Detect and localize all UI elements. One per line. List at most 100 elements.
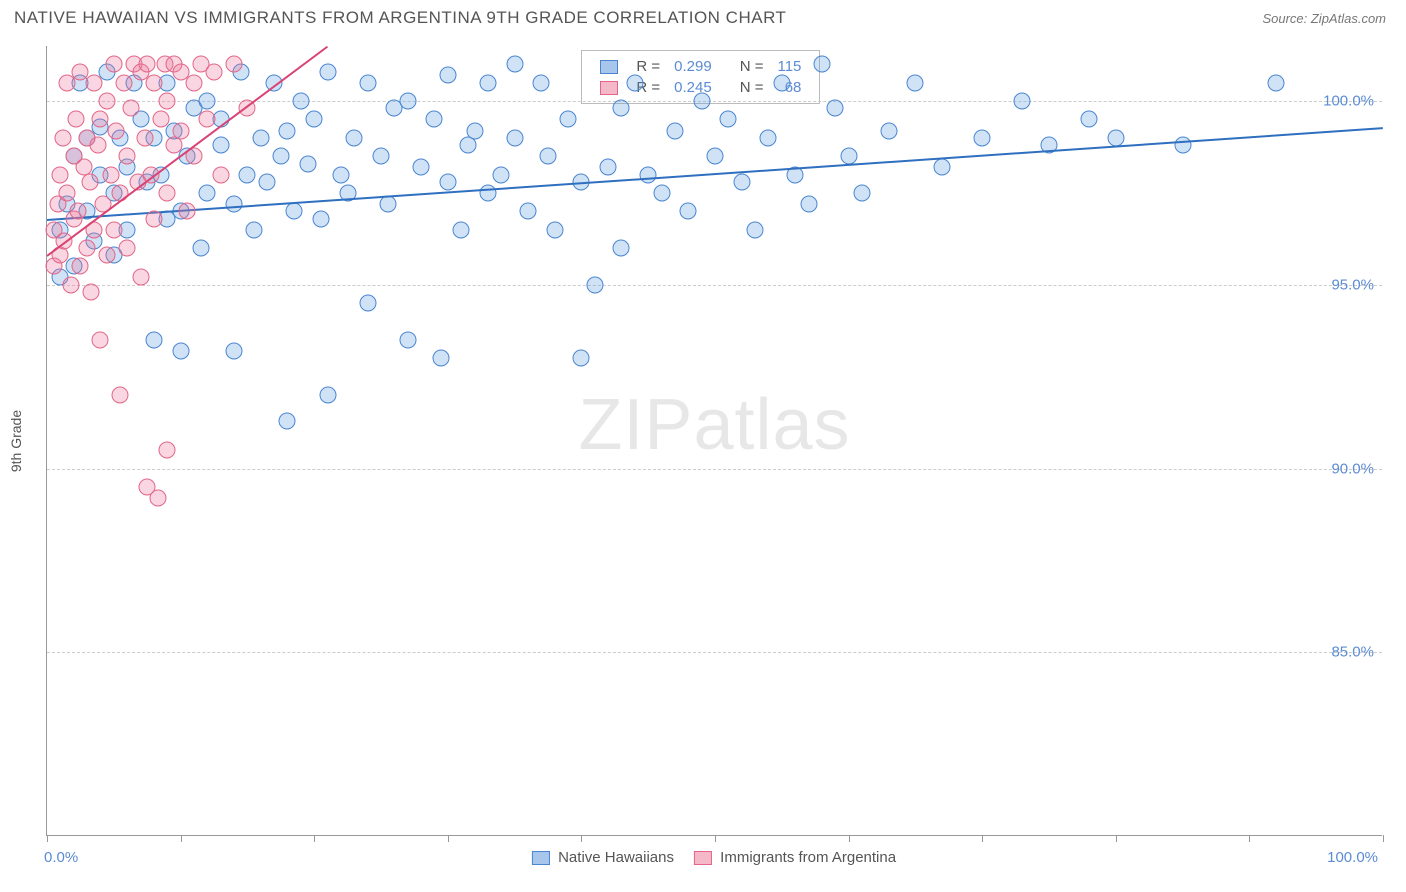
x-axis-min-label: 0.0% <box>44 849 78 866</box>
data-point <box>640 166 657 183</box>
data-point <box>246 221 263 238</box>
watermark: ZIPatlas <box>578 384 850 466</box>
data-point <box>252 129 269 146</box>
data-point <box>840 148 857 165</box>
data-point <box>800 196 817 213</box>
data-point <box>165 137 182 154</box>
legend-n-label: N = <box>734 57 770 76</box>
data-point <box>306 111 323 128</box>
data-point <box>212 166 229 183</box>
data-point <box>479 184 496 201</box>
data-point <box>466 122 483 139</box>
data-point <box>185 74 202 91</box>
data-point <box>379 196 396 213</box>
data-point <box>1107 129 1124 146</box>
data-point <box>103 166 120 183</box>
data-point <box>52 166 69 183</box>
data-point <box>136 129 153 146</box>
x-tick <box>1249 835 1250 842</box>
data-point <box>312 210 329 227</box>
data-point <box>279 122 296 139</box>
data-point <box>773 74 790 91</box>
data-point <box>613 240 630 257</box>
legend-label: Native Hawaiians <box>558 849 674 866</box>
data-point <box>92 111 109 128</box>
data-point <box>540 148 557 165</box>
data-point <box>1174 137 1191 154</box>
legend-r-label: R = <box>630 57 666 76</box>
plot-area: 9th Grade ZIPatlas R =0.299N =115R =0.24… <box>46 46 1382 836</box>
data-point <box>439 67 456 84</box>
data-point <box>974 129 991 146</box>
data-point <box>119 148 136 165</box>
gridline <box>47 652 1382 653</box>
data-point <box>212 137 229 154</box>
legend-n-value: 115 <box>771 57 807 76</box>
data-point <box>59 184 76 201</box>
data-point <box>720 111 737 128</box>
data-point <box>226 56 243 73</box>
data-point <box>880 122 897 139</box>
data-point <box>159 184 176 201</box>
data-point <box>600 159 617 176</box>
data-point <box>934 159 951 176</box>
data-point <box>145 210 162 227</box>
data-point <box>319 387 336 404</box>
y-axis-label: 9th Grade <box>8 410 24 472</box>
y-tick-label: 85.0% <box>1331 644 1374 661</box>
data-point <box>399 93 416 110</box>
legend-r-value: 0.299 <box>668 57 718 76</box>
data-point <box>299 155 316 172</box>
data-point <box>292 93 309 110</box>
data-point <box>116 74 133 91</box>
data-point <box>259 173 276 190</box>
data-point <box>506 129 523 146</box>
y-tick-label: 100.0% <box>1323 93 1374 110</box>
data-point <box>105 56 122 73</box>
data-point <box>286 203 303 220</box>
data-point <box>89 137 106 154</box>
data-point <box>226 196 243 213</box>
data-point <box>359 74 376 91</box>
data-point <box>479 74 496 91</box>
data-point <box>81 173 98 190</box>
data-point <box>112 387 129 404</box>
legend-swatch <box>600 81 618 95</box>
legend-item: Native Hawaiians <box>532 849 674 866</box>
data-point <box>279 412 296 429</box>
data-point <box>319 63 336 80</box>
data-point <box>199 93 216 110</box>
data-point <box>1081 111 1098 128</box>
data-point <box>132 269 149 286</box>
data-point <box>493 166 510 183</box>
data-point <box>459 137 476 154</box>
data-point <box>573 350 590 367</box>
data-point <box>433 350 450 367</box>
legend-item: Immigrants from Argentina <box>694 849 896 866</box>
data-point <box>346 129 363 146</box>
data-point <box>613 100 630 117</box>
data-point <box>206 63 223 80</box>
data-point <box>105 221 122 238</box>
data-point <box>666 122 683 139</box>
data-point <box>506 56 523 73</box>
data-point <box>83 284 100 301</box>
legend-swatch <box>600 60 618 74</box>
data-point <box>145 331 162 348</box>
data-point <box>239 166 256 183</box>
data-point <box>159 442 176 459</box>
data-point <box>63 276 80 293</box>
data-point <box>108 122 125 139</box>
data-point <box>123 100 140 117</box>
legend-label: Immigrants from Argentina <box>720 849 896 866</box>
data-point <box>1014 93 1031 110</box>
data-point <box>99 247 116 264</box>
data-point <box>546 221 563 238</box>
data-point <box>79 240 96 257</box>
series-legend: Native Hawaiians Immigrants from Argenti… <box>522 849 906 866</box>
gridline <box>47 285 1382 286</box>
chart-title: NATIVE HAWAIIAN VS IMMIGRANTS FROM ARGEN… <box>14 8 786 28</box>
data-point <box>853 184 870 201</box>
data-point <box>199 184 216 201</box>
x-tick <box>181 835 182 842</box>
